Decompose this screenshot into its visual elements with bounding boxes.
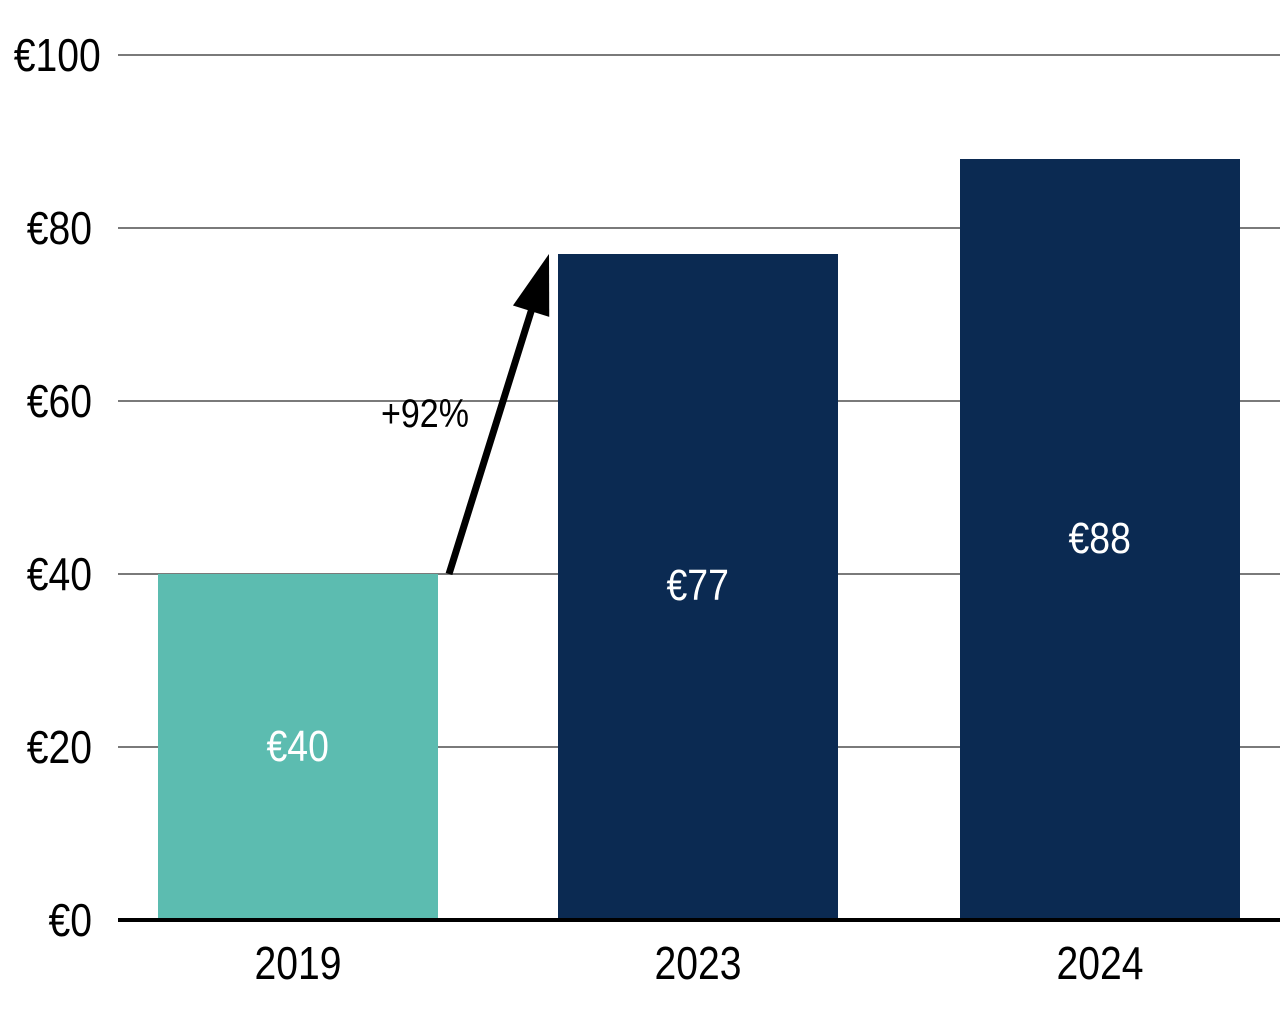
x-axis-label-2023: 2023 xyxy=(654,937,742,989)
y-tick-label-40: €40 xyxy=(26,548,92,600)
x-axis-line xyxy=(118,918,1280,922)
y-tick-label-0: €0 xyxy=(48,894,92,946)
y-tick-label-100: €100 xyxy=(13,29,101,81)
bar-value-label-2023: €77 xyxy=(666,561,730,611)
y-tick-label-60: €60 xyxy=(26,375,92,427)
bar-2023: €77 xyxy=(558,253,838,919)
arrow-line xyxy=(445,304,537,576)
y-tick-label-20: €20 xyxy=(26,721,92,773)
gridline-80 xyxy=(118,227,1280,229)
gridline-100 xyxy=(118,54,1280,56)
bar-value-label-2024: €88 xyxy=(1068,513,1132,563)
y-tick-label-80: €80 xyxy=(26,202,92,254)
bar-value-label-2019: €40 xyxy=(266,721,330,771)
bar-2024: €88 xyxy=(960,158,1240,919)
growth-annotation: +92% xyxy=(381,392,469,436)
x-axis-label-2019: 2019 xyxy=(254,937,342,989)
arrow-head-icon xyxy=(512,253,550,317)
bar-2019: €40 xyxy=(158,574,438,919)
x-axis-label-2024: 2024 xyxy=(1056,937,1144,989)
